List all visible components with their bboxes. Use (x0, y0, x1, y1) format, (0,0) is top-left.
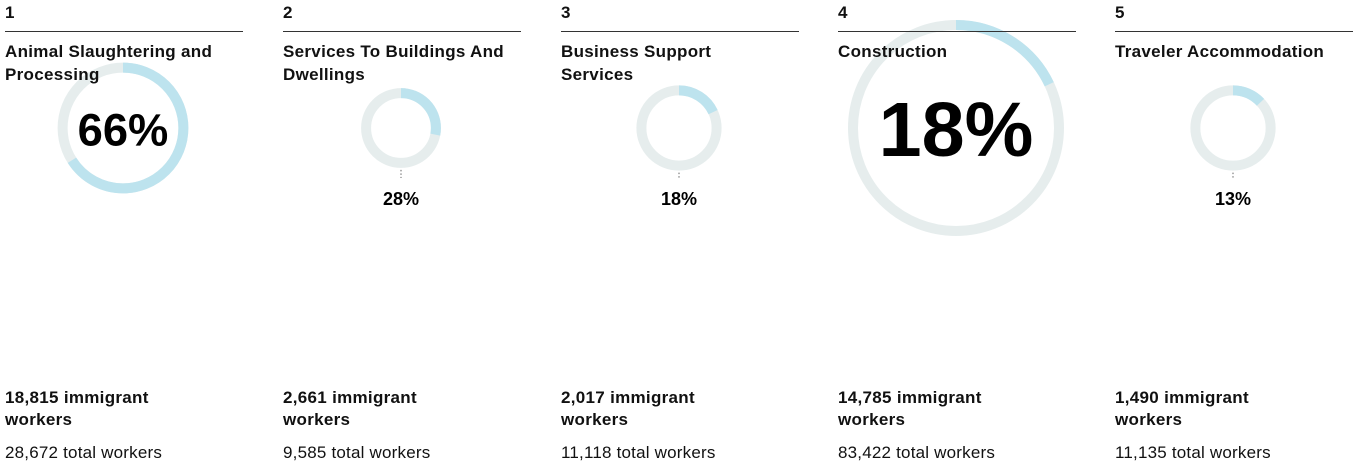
percent-label: 18% (661, 189, 697, 209)
card: 4 Construction 18% 14,785 immigrant workers… (838, 0, 1078, 468)
total-workers: 11,118 total workers (561, 443, 716, 462)
card: 2 Services To Buildings And Dwellings 28% 2… (283, 0, 523, 468)
industry-name: Business Support Services (561, 42, 712, 84)
immigrant-workers: 2,017 immigrant workers (561, 388, 695, 429)
rank: 2 (283, 3, 293, 22)
donut-arc (636, 85, 722, 171)
donut-arc (848, 20, 1064, 236)
percent-label: 18% (879, 87, 1034, 173)
card: 1 Animal Slaughtering and Processing 66% 18… (5, 0, 245, 468)
industry-name: Services To Buildings And Dwellings (283, 42, 504, 84)
divider (5, 31, 243, 32)
donut-arc (57, 62, 189, 194)
card: 5 Traveler Accommodation 13% 1,490 immigran… (1115, 0, 1355, 468)
rank: 1 (5, 3, 15, 22)
immigrant-workers: 1,490 immigrant workers (1115, 388, 1249, 429)
divider (1115, 31, 1353, 32)
donut: 66% (57, 62, 189, 194)
rank: 3 (561, 3, 571, 22)
total-workers: 9,585 total workers (283, 443, 431, 462)
industry-name: Construction (838, 42, 948, 61)
total-workers: 83,422 total workers (838, 443, 996, 462)
divider (561, 31, 799, 32)
immigrant-workers: 14,785 immigrant workers (838, 388, 982, 429)
donut: 13% (1190, 85, 1276, 209)
divider (838, 31, 1076, 32)
percent-label: 66% (78, 105, 169, 156)
donut: 18% (848, 20, 1064, 236)
card: 3 Business Support Services 18% 2,017 immig… (561, 0, 801, 468)
total-workers: 11,135 total workers (1115, 443, 1271, 462)
donut: 18% (636, 85, 722, 209)
industry-name: Traveler Accommodation (1115, 42, 1325, 61)
donut: 28% (361, 88, 441, 209)
total-workers: 28,672 total workers (5, 443, 163, 462)
industry-name: Animal Slaughtering and Processing (5, 42, 213, 84)
donut-arc (1190, 85, 1276, 171)
rank: 5 (1115, 3, 1125, 22)
immigrant-workers: 2,661 immigrant workers (283, 388, 417, 429)
divider (283, 31, 521, 32)
immigrant-workers: 18,815 immigrant workers (5, 388, 149, 429)
donut-arc (361, 88, 441, 168)
percent-label: 13% (1215, 189, 1251, 209)
percent-label: 28% (383, 189, 419, 209)
rank: 4 (838, 3, 848, 22)
